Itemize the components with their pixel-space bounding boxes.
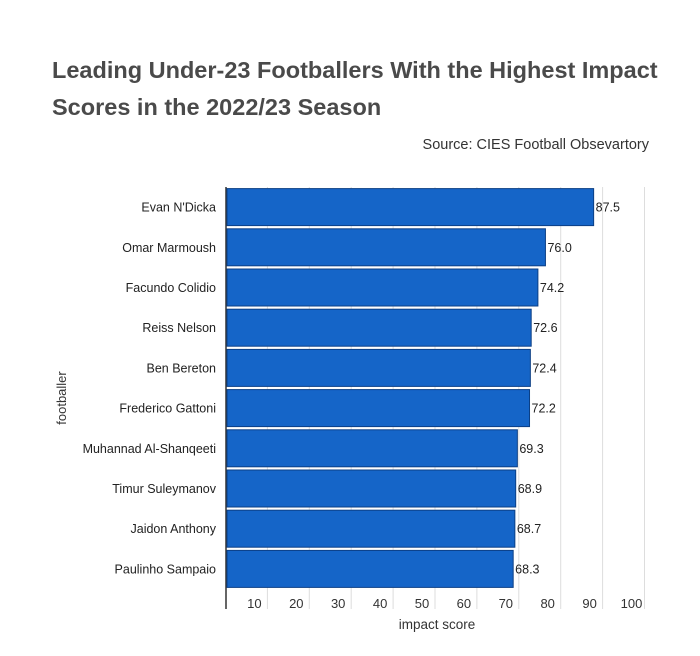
bar-value-label: 72.6 [533, 321, 557, 335]
x-tick-label: 90 [582, 596, 596, 611]
bar-value-label: 72.2 [532, 402, 556, 416]
bars [226, 188, 595, 588]
x-tick-label: 10 [247, 596, 261, 611]
bar [226, 188, 595, 227]
x-tick-label: 50 [415, 596, 429, 611]
x-axis-title: impact score [399, 617, 476, 632]
x-tick-label: 30 [331, 596, 345, 611]
bar [226, 429, 518, 468]
y-tick-label: Ben Bereton [147, 361, 217, 375]
bar-value-label: 74.2 [540, 281, 564, 295]
labels: 10 20 30 40 50 60 70 80 90 100 Evan N'Dicka 87.5 Oma… [83, 201, 643, 611]
y-axis-title: footballer [54, 371, 69, 425]
x-tick-label: 40 [373, 596, 387, 611]
y-tick-label: Jaidon Anthony [131, 522, 217, 536]
bar-value-label: 69.3 [519, 442, 543, 456]
x-tick-label: 100 [621, 596, 643, 611]
y-tick-label: Timur Suleymanov [112, 482, 216, 496]
y-tick-label: Frederico Gattoni [119, 402, 216, 416]
bar [226, 308, 532, 347]
y-tick-label: Reiss Nelson [142, 321, 216, 335]
bar [226, 549, 514, 588]
x-tick-label: 70 [499, 596, 513, 611]
y-tick-label: Muhannad Al-Shanqeeti [83, 442, 216, 456]
bar [226, 228, 546, 267]
bar [226, 469, 517, 508]
bar [226, 509, 516, 548]
x-tick-label: 60 [457, 596, 471, 611]
x-tick-label: 20 [289, 596, 303, 611]
bar-value-label: 68.7 [517, 522, 541, 536]
bar [226, 389, 531, 428]
y-tick-label: Omar Marmoush [122, 241, 216, 255]
bar-value-label: 76.0 [547, 241, 571, 255]
y-tick-label: Facundo Colidio [126, 281, 216, 295]
y-tick-label: Evan N'Dicka [141, 201, 216, 215]
bar [226, 268, 539, 307]
y-tick-label: Paulinho Sampaio [115, 562, 217, 576]
bar-value-label: 72.4 [532, 361, 556, 375]
chart-title: Leading Under-23 Footballers With the Hi… [52, 57, 658, 120]
x-tick-label: 80 [540, 596, 554, 611]
bar-value-label: 87.5 [596, 201, 620, 215]
chart-source: Source: CIES Football Obsevartory [422, 137, 649, 153]
bar-value-label: 68.3 [515, 562, 539, 576]
bar-value-label: 68.9 [518, 482, 542, 496]
bar [226, 348, 531, 387]
